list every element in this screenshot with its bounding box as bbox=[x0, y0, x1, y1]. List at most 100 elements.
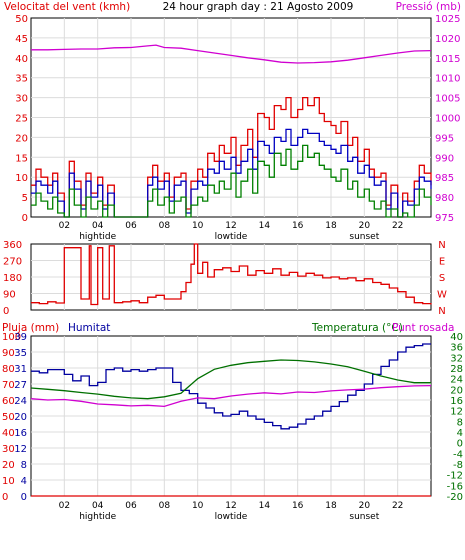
temperature-line bbox=[30, 359, 431, 400]
time-tick: 06 bbox=[125, 501, 137, 511]
humidity-tick: 12 bbox=[14, 444, 27, 455]
pressure-tick: 1020 bbox=[435, 34, 460, 45]
pressure-tick: 980 bbox=[435, 193, 454, 204]
time-tick: 04 bbox=[92, 501, 104, 511]
temperature-tick: 36 bbox=[450, 343, 463, 354]
chart-title: 24 hour graph day : 21 Agosto 2009 bbox=[163, 1, 354, 13]
direction-line bbox=[31, 243, 432, 306]
time-tick: 12 bbox=[225, 501, 236, 511]
pressure-tick: 990 bbox=[435, 153, 454, 164]
temperature-tick: 0 bbox=[457, 439, 463, 450]
pressure-tick: 1010 bbox=[435, 74, 460, 85]
wind-speed-tick: 15 bbox=[15, 153, 28, 164]
humidity-tick: 39 bbox=[14, 332, 27, 343]
temperature-tick: 24 bbox=[450, 375, 463, 386]
temperature-tick: 40 bbox=[450, 332, 463, 343]
temperature-tick: 28 bbox=[450, 364, 463, 375]
pressure-tick: 1000 bbox=[435, 114, 460, 125]
tick-labels: 0510152025303540455097598098599099510001… bbox=[2, 14, 463, 522]
humidity-tick: 27 bbox=[14, 380, 27, 391]
time-tick: 16 bbox=[292, 221, 304, 231]
temperature-tick: 12 bbox=[450, 407, 463, 418]
time-tick: 14 bbox=[259, 221, 271, 231]
compass-tick: E bbox=[439, 257, 445, 268]
pressure-tick: 995 bbox=[435, 133, 454, 144]
rain-tick: 0 bbox=[2, 492, 8, 503]
time-tick: 02 bbox=[59, 501, 70, 511]
direction-degree-tick: 270 bbox=[3, 257, 22, 268]
wind-speed-tick: 45 bbox=[15, 34, 28, 45]
humidity-tick: 24 bbox=[14, 396, 27, 407]
direction-degree-tick: 360 bbox=[3, 240, 22, 251]
direction-degree-tick: 90 bbox=[3, 290, 16, 301]
wind-speed-tick: 25 bbox=[15, 114, 28, 125]
pressure-tick: 985 bbox=[435, 173, 454, 184]
temperature-tick: 4 bbox=[457, 428, 463, 439]
series-lines bbox=[30, 44, 432, 497]
wind-speed-tick: 30 bbox=[15, 94, 28, 105]
humidity-tick: 20 bbox=[14, 412, 27, 423]
wind-speed-tick: 40 bbox=[15, 54, 28, 65]
tide-annotation: lowtide bbox=[215, 232, 248, 242]
rain-tick: 10 bbox=[2, 476, 15, 487]
wind-speed-tick: 10 bbox=[15, 173, 28, 184]
dewpoint-line bbox=[30, 384, 432, 408]
time-tick: 08 bbox=[159, 501, 171, 511]
time-tick: 10 bbox=[192, 221, 204, 231]
rain-tick: 50 bbox=[2, 412, 15, 423]
rain-axis-title: Pluja (mm) bbox=[2, 322, 59, 334]
humidity-tick: 8 bbox=[21, 460, 27, 471]
compass-tick: W bbox=[437, 290, 447, 301]
rain-tick: 80 bbox=[2, 364, 15, 375]
time-tick: 08 bbox=[159, 221, 171, 231]
humidity-tick: 35 bbox=[14, 348, 27, 359]
temperature-axis-title: Temperatura (°C) bbox=[311, 322, 403, 334]
direction-degree-tick: 0 bbox=[3, 306, 9, 317]
temperature-tick: 16 bbox=[450, 396, 463, 407]
rain-tick: 20 bbox=[2, 460, 15, 471]
temperature-tick: 32 bbox=[450, 353, 463, 364]
direction-degree-tick: 180 bbox=[3, 273, 22, 284]
pressure-line bbox=[31, 44, 432, 64]
rain-tick: 40 bbox=[2, 428, 15, 439]
time-tick: 18 bbox=[325, 221, 337, 231]
time-tick: 02 bbox=[59, 221, 70, 231]
humidity-axis-title: Humitat bbox=[68, 322, 110, 334]
humidity-tick: 4 bbox=[21, 476, 27, 487]
rain-tick: 60 bbox=[2, 396, 15, 407]
humidity-tick: 0 bbox=[21, 492, 27, 503]
gust-line bbox=[31, 128, 432, 218]
time-tick: 12 bbox=[225, 221, 236, 231]
temperature-tick: -16 bbox=[447, 481, 463, 492]
time-tick: 06 bbox=[125, 221, 137, 231]
tide-annotation: hightide bbox=[79, 512, 116, 522]
compass-tick: N bbox=[438, 240, 445, 251]
pressure-tick: 975 bbox=[435, 213, 454, 224]
humidity-line bbox=[31, 343, 431, 430]
pressure-tick: 1005 bbox=[435, 94, 460, 105]
wind-axis-title: Velocitat del vent (kmh) bbox=[4, 1, 130, 13]
temperature-tick: 20 bbox=[450, 385, 463, 396]
rain-tick: 100 bbox=[2, 332, 21, 343]
temperature-tick: 8 bbox=[457, 417, 463, 428]
wind_avg-line bbox=[31, 144, 432, 218]
rain-tick: 90 bbox=[2, 348, 15, 359]
time-tick: 20 bbox=[359, 501, 371, 511]
wind-speed-tick: 35 bbox=[15, 74, 28, 85]
tide-annotation: sunset bbox=[349, 232, 379, 242]
time-tick: 18 bbox=[325, 501, 337, 511]
time-tick: 04 bbox=[92, 221, 104, 231]
time-tick: 22 bbox=[392, 221, 403, 231]
temperature-tick: -8 bbox=[453, 460, 463, 471]
tide-annotation: sunset bbox=[349, 512, 379, 522]
pressure-tick: 1025 bbox=[435, 14, 460, 25]
time-tick: 10 bbox=[192, 501, 204, 511]
rain-tick: 30 bbox=[2, 444, 15, 455]
time-tick: 20 bbox=[359, 221, 371, 231]
temperature-tick: -20 bbox=[447, 492, 463, 503]
compass-tick: S bbox=[439, 273, 445, 284]
pressure-axis-title: Pressió (mb) bbox=[396, 1, 461, 13]
temperature-tick: -12 bbox=[447, 471, 463, 482]
pressure-tick: 1015 bbox=[435, 54, 460, 65]
